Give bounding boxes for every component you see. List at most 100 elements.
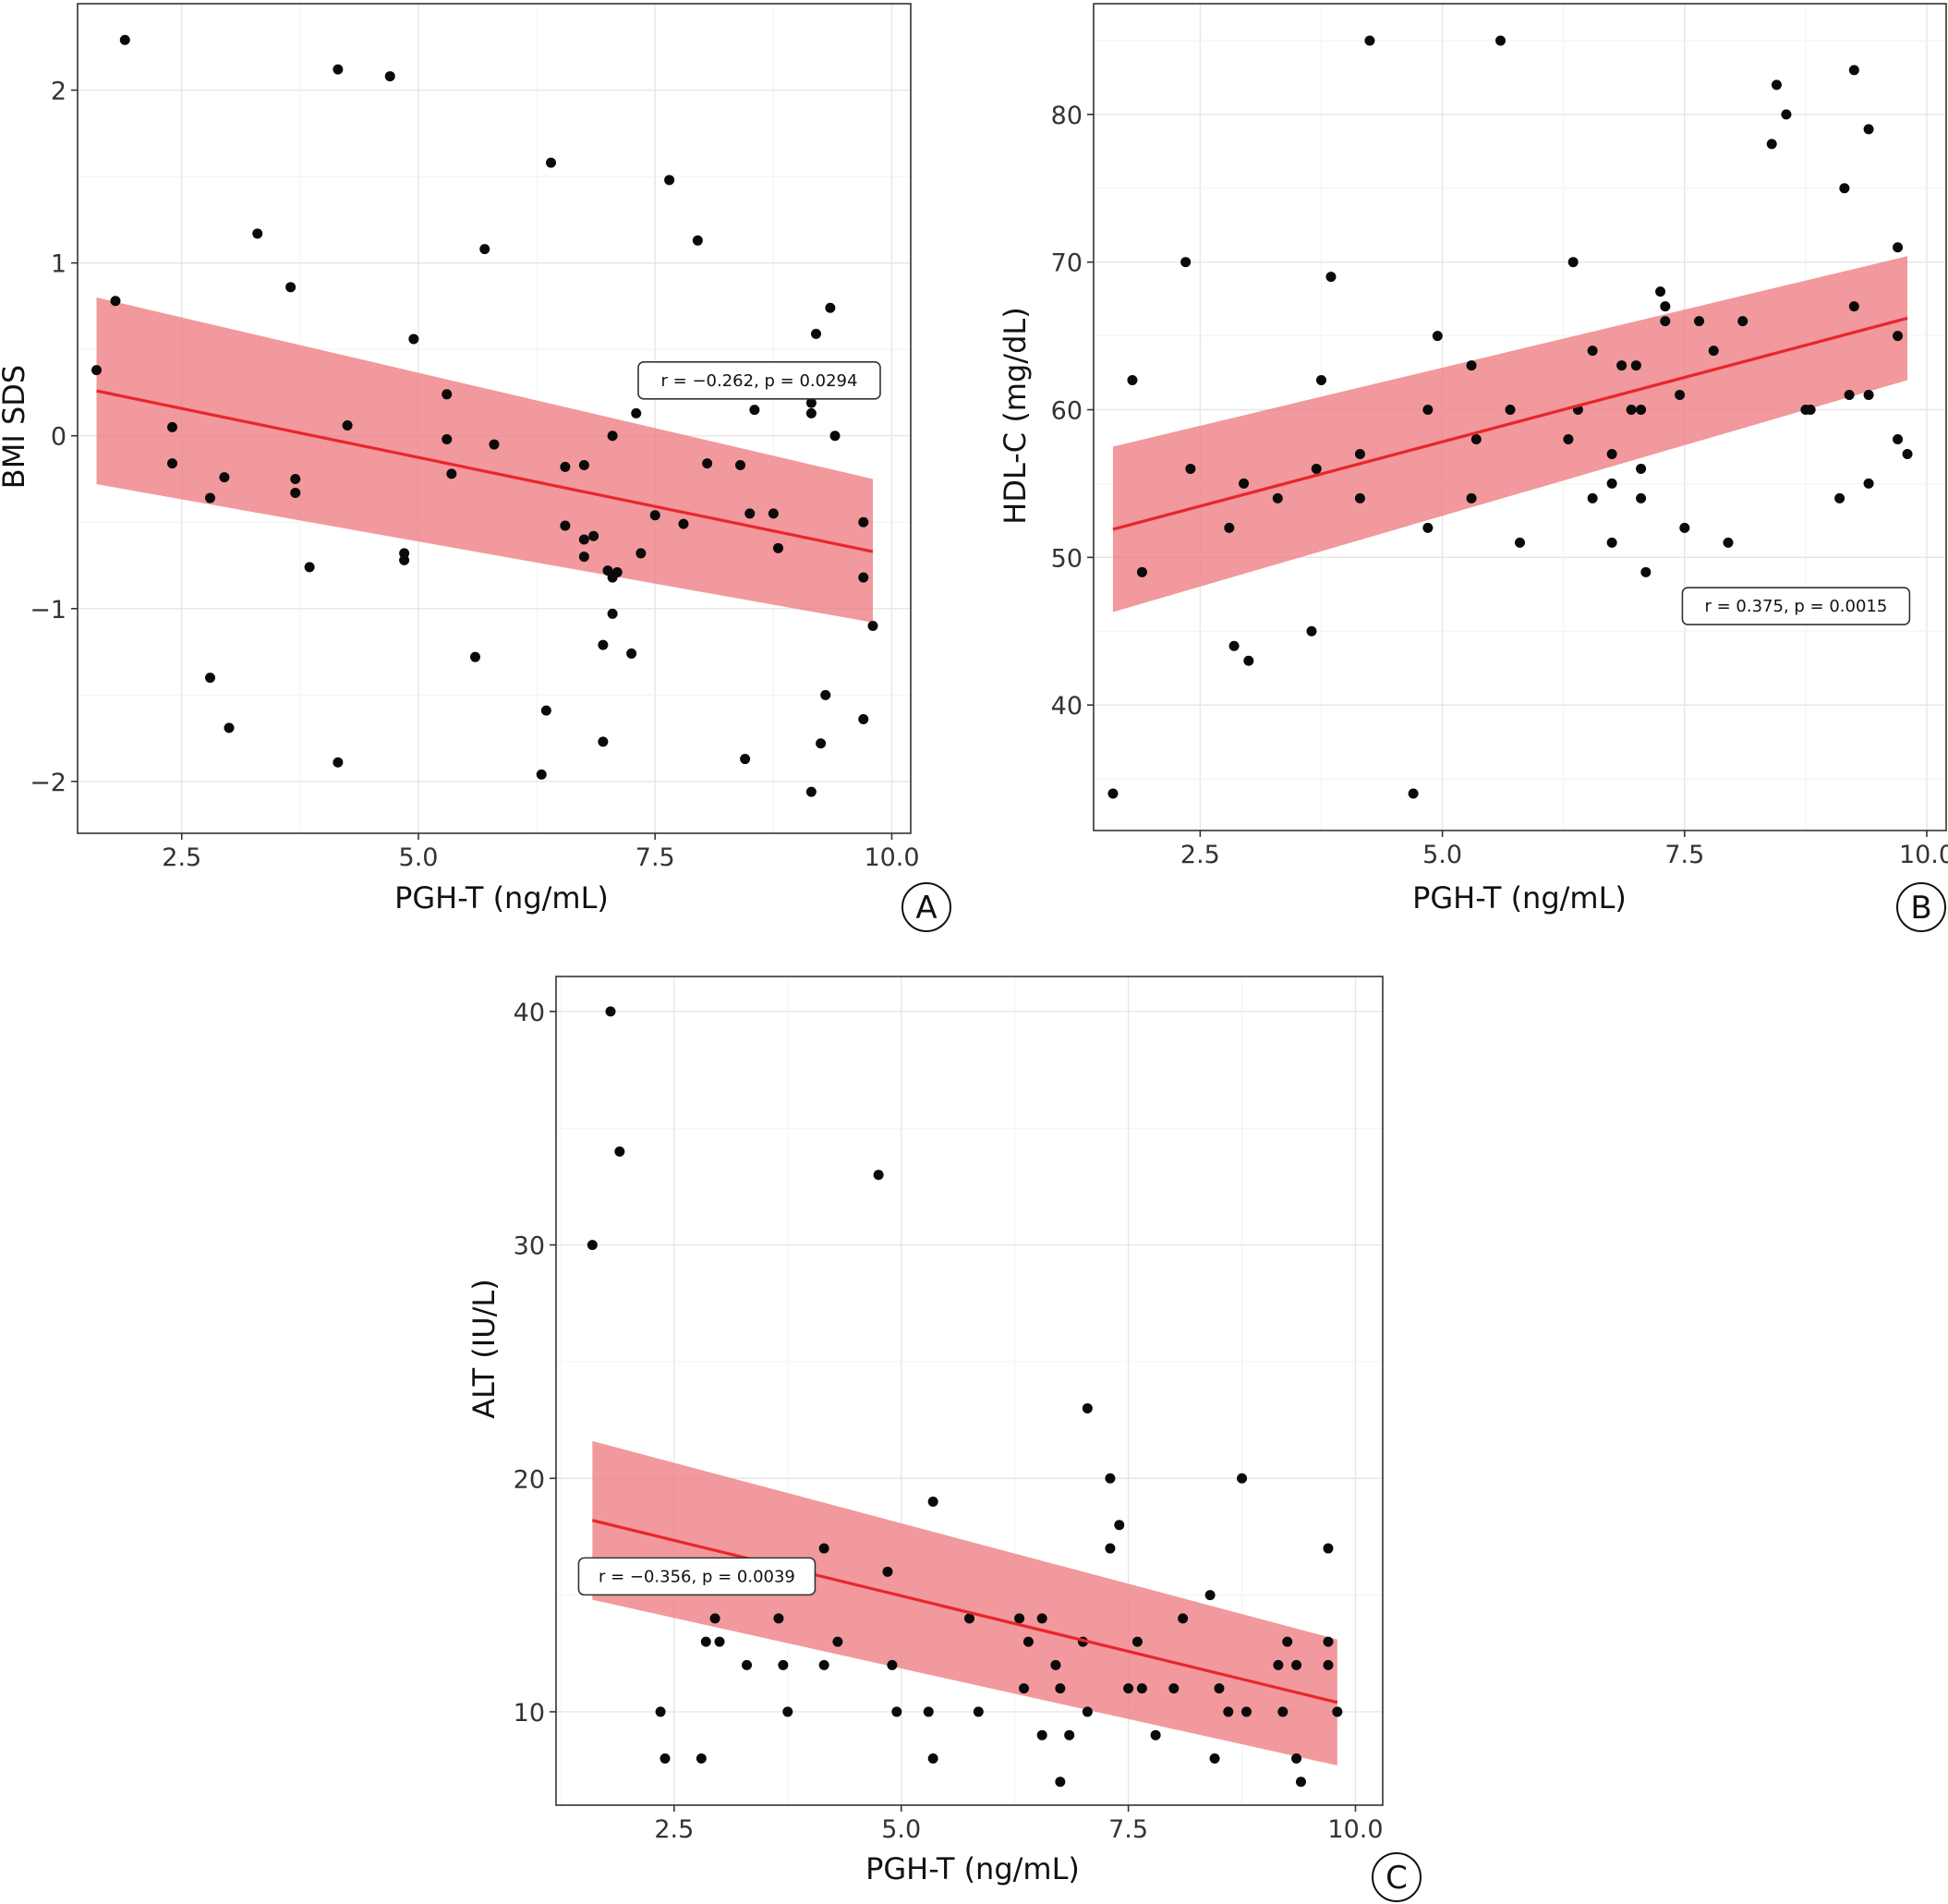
panel-a-data-point <box>333 64 344 75</box>
panel-c-data-point <box>1168 1683 1180 1694</box>
panel-c-data-point <box>1014 1613 1025 1624</box>
panel-c-data-point <box>873 1170 884 1181</box>
panel-a-data-point <box>219 472 230 483</box>
panel-c-x-tick-label: 2.5 <box>654 1815 694 1844</box>
panel-b-data-point <box>1315 375 1326 386</box>
panel-b-x-tick-label: 10.0 <box>1899 841 1948 869</box>
panel-a-data-point <box>692 235 703 246</box>
panel-a-data-point <box>607 608 618 619</box>
panel-b-data-point <box>1606 478 1617 489</box>
panel-b-data-point <box>1708 346 1719 357</box>
panel-a-data-point <box>740 754 751 765</box>
panel-c-data-point <box>605 1006 616 1017</box>
panel-a-ticks: 2.5 5.0 7.5 10.0 −2 −1 0 1 2 <box>30 78 919 872</box>
panel-b-data-point <box>1863 124 1874 135</box>
panel-a-data-point <box>829 431 841 442</box>
panel-c-data-point <box>1136 1683 1147 1694</box>
panel-b: PGH-T (ng/mL) HDL-C (mg/dL) B 2.5 5.0 7.5 1… <box>998 3 1948 932</box>
panel-a-data-point <box>735 460 745 471</box>
panel-a-data-point <box>399 554 410 565</box>
panel-b-x-tick-label: 2.5 <box>1180 841 1220 869</box>
panel-c-data-point <box>1291 1752 1302 1764</box>
panel-b-data-point <box>1630 360 1641 371</box>
panel-c-data-point <box>1323 1636 1334 1647</box>
panel-c-data-point <box>1323 1543 1334 1554</box>
panel-a-data-point <box>805 786 817 797</box>
panel-a-data-point <box>290 487 301 498</box>
panel-c-data-point <box>1036 1729 1047 1740</box>
panel-a-data-point <box>167 421 177 432</box>
panel-c-data-point <box>832 1636 843 1647</box>
panel-a-data-point <box>867 621 878 631</box>
panel-b-data-point <box>1636 492 1647 503</box>
panel-a-data-point <box>205 492 215 503</box>
panel-c-data-point <box>818 1659 829 1670</box>
panel-c-data-point <box>1123 1683 1134 1694</box>
panel-a-data-point <box>588 530 599 541</box>
panel-a-letter: A <box>915 890 937 927</box>
panel-b-y-tick-label: 70 <box>1051 249 1083 278</box>
panel-c-data-point <box>1282 1636 1293 1647</box>
panel-a-data-point <box>290 473 301 484</box>
panel-a-y-tick-label: −2 <box>30 769 67 797</box>
panel-a-y-tick-label: 0 <box>51 423 67 452</box>
panel-b-data-point <box>1567 257 1579 268</box>
panel-a-y-tick-label: 1 <box>51 250 67 279</box>
panel-b-data-point <box>1636 463 1647 474</box>
panel-a-x-tick-label: 7.5 <box>635 843 675 872</box>
panel-c-data-point <box>1295 1777 1306 1788</box>
panel-c-data-point <box>773 1613 784 1624</box>
panel-c-data-point <box>696 1752 707 1764</box>
panel-a-annotation-text: r = −0.262, p = 0.0294 <box>661 371 858 391</box>
panel-a-data-point <box>578 552 589 563</box>
panel-a-letter-circle <box>901 882 951 932</box>
panel-b-data-point <box>1863 478 1874 489</box>
panel-b-data-point <box>1626 405 1637 416</box>
panel-a-data-point <box>546 157 556 168</box>
panel-a-data-point <box>858 572 869 583</box>
panel-a-data-point <box>540 705 551 716</box>
panel-b-data-point <box>1679 522 1690 533</box>
panel-c-data-point <box>882 1566 893 1577</box>
panel-a-data-point <box>408 334 419 345</box>
panel-c-data-point <box>1022 1636 1034 1647</box>
panel-b-x-tick-label: 5.0 <box>1422 841 1462 869</box>
panel-c-data-point <box>973 1706 984 1717</box>
panel-c-confidence-band <box>592 1440 1337 1766</box>
panel-a-data-point <box>611 567 623 578</box>
panel-c-data-point <box>1019 1683 1030 1694</box>
panel-b-data-point <box>1239 478 1250 489</box>
panel-b-data-point <box>1563 433 1574 444</box>
panel-c-data-point <box>1082 1402 1093 1413</box>
panel-a-data-point <box>285 282 296 293</box>
panel-c-plot-border <box>555 976 1384 1806</box>
panel-a-plot: 2.5 5.0 7.5 10.0 −2 −1 0 1 2 r = −0.262, p = 0.02… <box>30 3 920 872</box>
panel-b-data-point <box>1180 257 1192 268</box>
panel-b-plot: 2.5 5.0 7.5 10.0 40 50 60 70 80 r = 0.375, p = 0.… <box>1051 3 1948 869</box>
panel-b-data-point <box>1495 35 1506 46</box>
panel-b-data-point <box>1616 360 1627 371</box>
panel-c-x-tick-label: 5.0 <box>881 1815 921 1844</box>
panel-c-annotation-box <box>577 1557 817 1596</box>
panel-c-data-point <box>1214 1683 1225 1694</box>
panel-c-data-point <box>923 1706 934 1717</box>
panel-a-data-point <box>626 648 637 659</box>
panel-b-data-point <box>1863 390 1874 401</box>
panel-a-data-point <box>631 407 642 418</box>
panel-a-data-point <box>536 769 547 780</box>
panel-a-data-point <box>205 673 215 684</box>
panel-c-data-point <box>1055 1777 1066 1788</box>
panel-b-y-tick-label: 80 <box>1051 102 1083 130</box>
panel-c-data-point <box>887 1659 898 1670</box>
panel-a-data-point <box>858 714 869 725</box>
panel-c-data-point <box>818 1543 829 1554</box>
panel-b-y-tick-label: 60 <box>1051 397 1083 426</box>
panel-c-data-point <box>1277 1706 1289 1717</box>
panel-b-data-point <box>1839 183 1850 194</box>
panel-c-y-tick-label: 40 <box>514 999 545 1027</box>
panel-b-data-point <box>1893 331 1904 342</box>
panel-b-data-point <box>1834 492 1845 503</box>
panel-b-data-point <box>1185 463 1196 474</box>
panel-b-data-point <box>1422 522 1434 533</box>
panel-a-data-point <box>825 302 836 313</box>
